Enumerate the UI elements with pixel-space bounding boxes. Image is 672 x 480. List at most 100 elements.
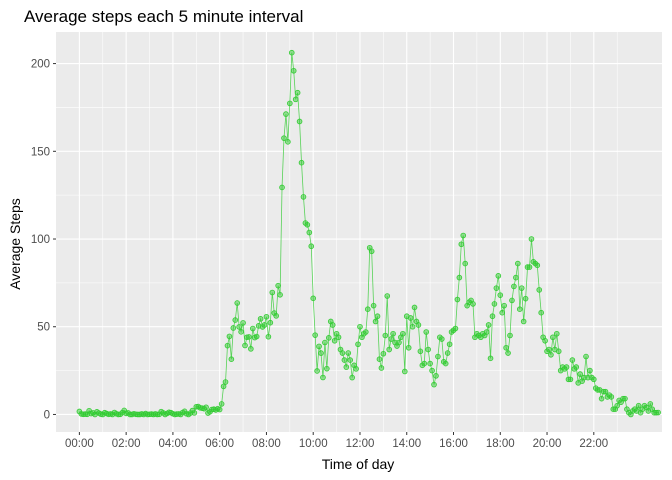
x-axis: 00:00 02:00 04:00 06:00 08:00 10:00 12:00 14:00…	[65, 432, 608, 450]
data-point	[248, 346, 254, 352]
data-point	[238, 329, 244, 335]
series-points-group	[76, 49, 661, 418]
data-point	[325, 335, 332, 341]
data-point	[555, 348, 562, 355]
data-point	[513, 274, 519, 281]
data-point	[287, 100, 293, 107]
data-point	[563, 364, 570, 370]
data-point	[228, 356, 235, 362]
data-point	[191, 410, 198, 416]
chart-title: Average steps each 5 minute interval	[24, 7, 303, 26]
data-point	[372, 318, 379, 325]
data-point	[503, 344, 509, 351]
data-point	[236, 324, 242, 330]
y-tick-label: 100	[31, 234, 50, 246]
data-point	[388, 336, 394, 342]
data-point	[507, 332, 513, 339]
data-point	[288, 49, 295, 56]
data-point	[421, 360, 428, 367]
data-point	[382, 332, 389, 339]
data-point	[425, 346, 431, 353]
data-point	[222, 379, 229, 385]
data-point	[431, 381, 437, 388]
data-point	[522, 295, 529, 302]
data-point	[230, 325, 237, 331]
data-point	[320, 374, 326, 381]
y-tick-label: 50	[37, 322, 50, 334]
x-tick-label: 08:00	[252, 438, 281, 450]
x-tick-label: 10:00	[299, 438, 328, 450]
x-tick-label: 18:00	[486, 438, 515, 450]
data-point	[456, 274, 463, 281]
data-point	[452, 325, 459, 332]
data-point	[538, 309, 544, 316]
data-point	[300, 194, 307, 200]
data-point	[470, 301, 476, 307]
data-point	[294, 89, 301, 96]
data-point	[224, 342, 231, 349]
data-point	[567, 376, 574, 383]
data-point	[401, 368, 408, 375]
data-point	[536, 287, 543, 293]
data-point	[269, 289, 276, 296]
data-point	[515, 260, 521, 267]
data-point	[314, 368, 320, 374]
data-point	[322, 339, 328, 346]
data-point	[357, 323, 363, 330]
data-point	[587, 367, 593, 374]
data-point	[374, 313, 381, 320]
data-point	[499, 309, 506, 316]
data-point	[370, 302, 377, 309]
data-point	[329, 322, 336, 328]
data-point	[277, 292, 283, 298]
data-point	[429, 367, 435, 374]
data-point	[290, 67, 297, 74]
data-point	[253, 333, 260, 340]
data-point	[647, 401, 654, 407]
data-point	[485, 322, 492, 328]
data-point	[283, 111, 289, 117]
y-tick-label: 150	[31, 146, 50, 158]
data-point	[386, 346, 393, 353]
data-point	[442, 360, 449, 367]
data-point	[577, 371, 583, 377]
data-point	[427, 360, 433, 367]
data-point	[324, 365, 330, 372]
data-point	[234, 300, 241, 306]
data-point	[495, 273, 502, 279]
data-point	[501, 302, 507, 309]
data-point	[216, 406, 223, 413]
data-point	[483, 329, 490, 335]
data-point	[435, 353, 441, 360]
data-point	[614, 402, 620, 409]
y-axis: 0 50 100 150 200	[31, 59, 56, 421]
data-point	[240, 320, 246, 326]
data-point	[312, 332, 318, 338]
x-tick-label: 12:00	[346, 438, 375, 450]
x-tick-label: 20:00	[533, 438, 562, 450]
data-point	[608, 394, 615, 400]
data-point	[273, 313, 279, 319]
x-tick-label: 22:00	[579, 438, 608, 450]
x-axis-title: Time of day	[322, 456, 395, 472]
data-point	[203, 404, 209, 411]
data-point	[345, 350, 352, 356]
data-point	[380, 350, 387, 357]
data-point	[364, 306, 371, 312]
data-point	[444, 350, 451, 356]
data-point	[635, 402, 642, 409]
data-point	[553, 330, 560, 337]
data-point	[390, 330, 396, 337]
data-point	[439, 336, 445, 342]
data-point	[505, 350, 511, 356]
x-tick-label: 16:00	[439, 438, 468, 450]
y-tick-label: 200	[31, 59, 50, 71]
data-point	[396, 339, 402, 346]
data-point	[407, 315, 414, 321]
y-tick-label: 0	[44, 409, 50, 421]
data-point	[520, 318, 527, 325]
data-point	[548, 352, 554, 358]
data-point	[458, 241, 465, 248]
data-point	[353, 366, 359, 372]
data-point	[279, 184, 285, 191]
